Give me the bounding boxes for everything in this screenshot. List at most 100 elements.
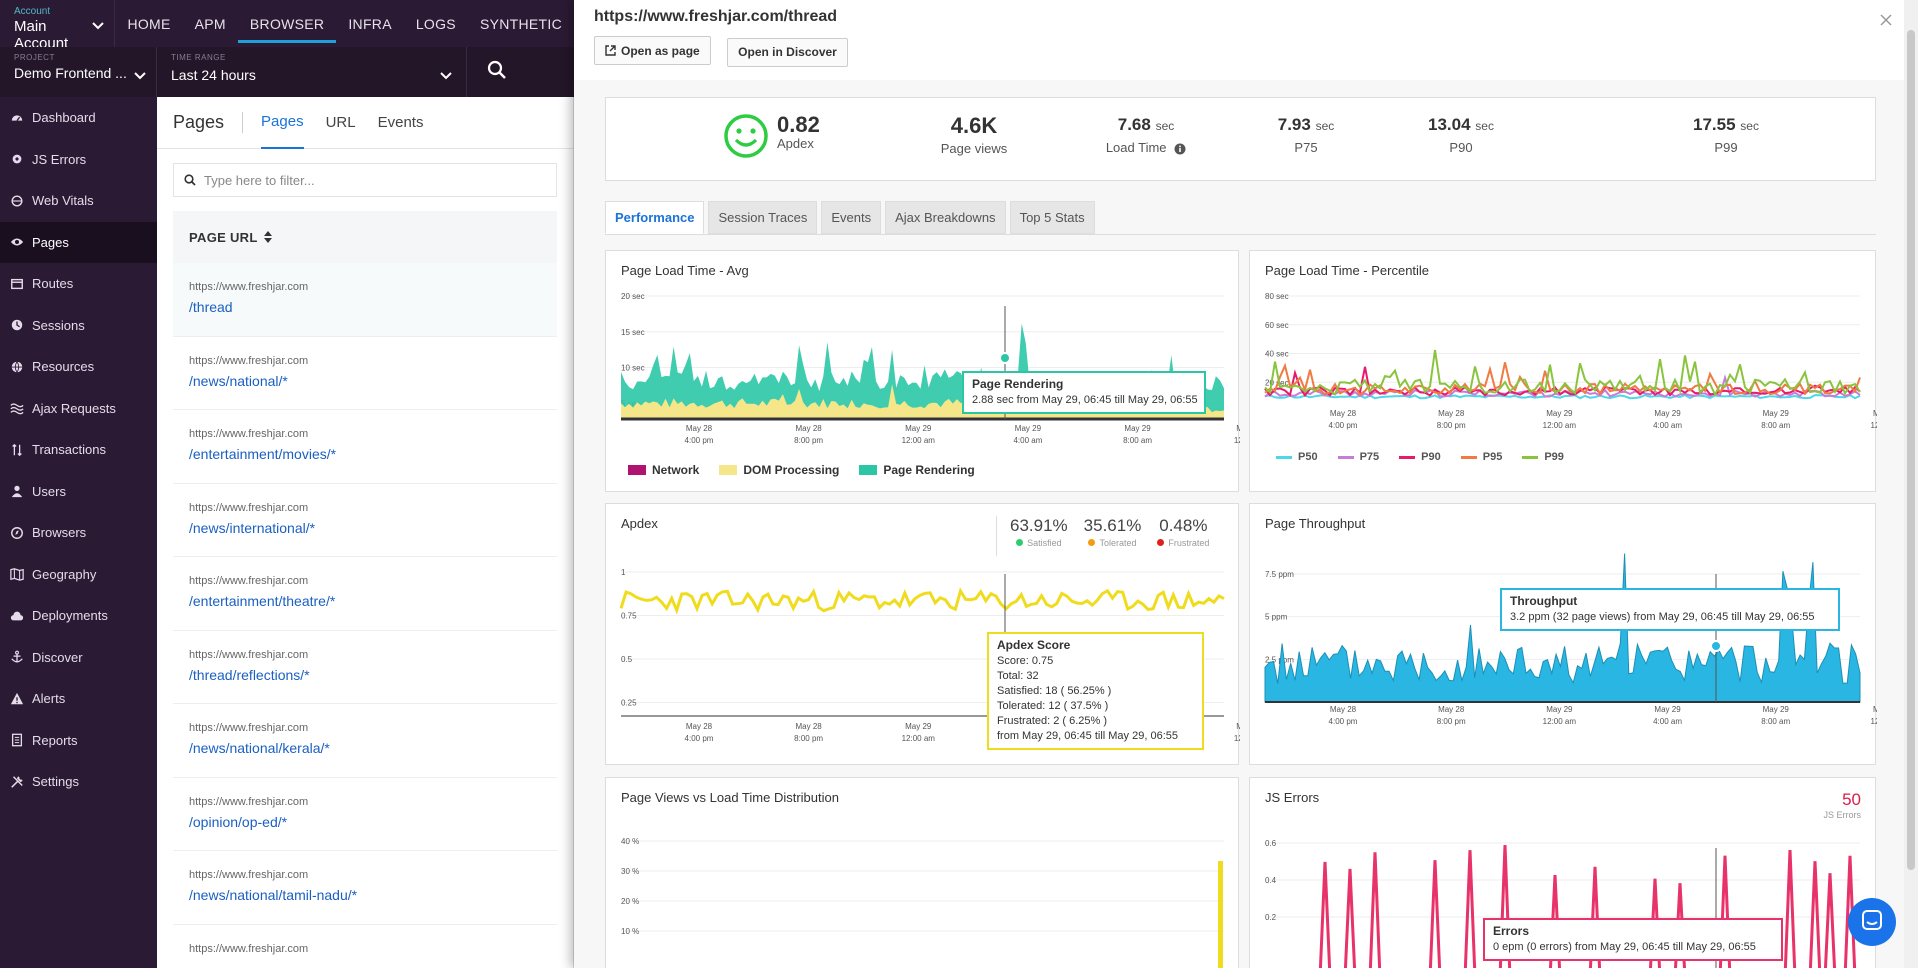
open-in-discover-button[interactable]: Open in Discover (727, 37, 848, 67)
sidebar-item-resources[interactable]: Resources (0, 346, 157, 388)
sidebar-item-js-errors[interactable]: JS Errors (0, 139, 157, 181)
table-row[interactable]: https://www.freshjar.com/news/national/t… (173, 851, 557, 925)
sidebar-item-pages[interactable]: Pages (0, 221, 157, 263)
close-icon[interactable] (1876, 10, 1896, 30)
legend-item-p95[interactable]: P95 (1460, 451, 1502, 463)
account-selector[interactable]: Account Main Account (0, 0, 116, 52)
table-row[interactable]: https://www.freshjar.com/entertainment/t… (173, 557, 557, 631)
load-time-percentile-plot[interactable]: 80 sec 60 sec 40 sec 20 sec May 28 4:00 pm May… (1250, 251, 1877, 493)
chart-title: Page Load Time - Percentile (1265, 263, 1430, 278)
row-path-link[interactable]: /entertainment/movies/* (189, 446, 337, 462)
chat-button[interactable] (1848, 898, 1896, 946)
row-path-link[interactable]: /news/national/tamil-nadu/* (189, 887, 358, 903)
panel-scrollbar[interactable] (1904, 0, 1918, 968)
table-row[interactable]: https://www.freshjar.com/news/national/k… (173, 704, 557, 778)
sidebar-item-geography[interactable]: Geography (0, 554, 157, 596)
legend-item-rendering[interactable]: Page Rendering (859, 463, 975, 477)
tab-events[interactable]: Events (821, 201, 882, 234)
row-path-link[interactable]: /news/national/kerala/* (189, 740, 330, 756)
legend-item-p75[interactable]: P75 (1337, 451, 1379, 463)
sidebar-item-alerts[interactable]: Alerts (0, 678, 157, 720)
tooltip-line: Score: 0.75 (997, 655, 1054, 667)
project-label: PROJECT (14, 53, 55, 62)
x-tick-label: May 2 (1873, 705, 1877, 714)
sidebar-item-web-vitals[interactable]: Web Vitals (0, 180, 157, 222)
legend-swatch (628, 465, 646, 475)
sidebar-item-users[interactable]: Users (0, 471, 157, 513)
tab-ajax-breakdowns[interactable]: Ajax Breakdowns (885, 201, 1006, 234)
row-path-link[interactable]: /news/national/* (189, 372, 288, 389)
x-tick-label: May 29 (1654, 705, 1681, 714)
sidebar-item-label: Discover (32, 649, 83, 665)
sidebar-item-dashboard[interactable]: Dashboard (0, 97, 157, 139)
tab-session-traces[interactable]: Session Traces (708, 201, 818, 234)
search-button[interactable] (467, 47, 527, 97)
x-tick-label: May 29 (905, 722, 932, 731)
table-row[interactable]: https://www.freshjar.com/news/internatio… (173, 483, 557, 557)
row-path-link[interactable]: /entertainment/theatre/* (189, 593, 336, 609)
page-url-column-header[interactable]: PAGE URL (173, 211, 557, 263)
x-tick-label: 12:00 am (902, 734, 936, 743)
external-link-icon (605, 45, 616, 56)
throughput-plot[interactable]: 7.5 ppm 5 ppm 2.5 ppm May 28 4:00 pm May 28 8:… (1250, 504, 1877, 766)
table-row[interactable]: https://www.freshjar.com (173, 924, 557, 968)
nav-synthetic[interactable]: SYNTHETIC (479, 15, 562, 32)
sidebar-item-deployments[interactable]: Deployments (0, 595, 157, 637)
row-path-link[interactable]: /opinion/op-ed/* (189, 813, 288, 830)
tab-pages[interactable]: Pages (261, 97, 304, 149)
sidebar-item-ajax-requests[interactable]: Ajax Requests (0, 388, 157, 430)
sidebar-item-reports[interactable]: Reports (0, 720, 157, 762)
legend-item-dom[interactable]: DOM Processing (719, 463, 839, 477)
x-tick-label: May 28 (1330, 705, 1357, 714)
nav-infra[interactable]: INFRA (348, 15, 392, 32)
tab-events[interactable]: Events (377, 114, 424, 131)
sidebar-item-sessions[interactable]: Sessions (0, 305, 157, 347)
legend-item-p90[interactable]: P90 (1399, 451, 1441, 463)
ajax-icon (10, 401, 24, 415)
time-range-selector[interactable]: TIME RANGE Last 24 hours (157, 47, 467, 97)
scrollbar-thumb[interactable] (1907, 30, 1915, 870)
tab-top-5-stats[interactable]: Top 5 Stats (1009, 201, 1095, 234)
sidebar-item-routes[interactable]: Routes (0, 263, 157, 305)
sidebar-item-label: Ajax Requests (32, 400, 116, 416)
legend-item-network[interactable]: Network (628, 463, 699, 477)
table-row[interactable]: https://www.freshjar.com/opinion/op-ed/* (173, 777, 557, 851)
sidebar-item-discover[interactable]: Discover (0, 637, 157, 679)
x-tick-label: 8:00 am (1761, 717, 1790, 726)
sidebar-item-browsers[interactable]: Browsers (0, 512, 157, 554)
apdex-summary-label: Tolerated (1099, 538, 1137, 548)
series-line-p90 (1264, 366, 1861, 398)
tab-performance[interactable]: Performance (605, 201, 705, 234)
chart-title: Page Throughput (1265, 516, 1366, 531)
stat-p99-value: 17.55 (1693, 115, 1736, 134)
info-icon[interactable] (1174, 143, 1186, 155)
project-selector[interactable]: PROJECT Demo Frontend ... (0, 47, 157, 97)
globe-icon (10, 360, 24, 374)
table-row[interactable]: https://www.freshjar.com/thread (173, 263, 557, 337)
tab-url[interactable]: URL (325, 114, 356, 131)
nav-logs[interactable]: LOGS (415, 15, 456, 32)
legend-item-p99[interactable]: P99 (1522, 451, 1564, 463)
sidebar-item-settings[interactable]: Settings (0, 761, 157, 803)
legend-swatch (719, 465, 738, 475)
table-row[interactable]: https://www.freshjar.com/entertainment/m… (173, 410, 557, 484)
nav-home[interactable]: HOME (127, 15, 171, 32)
row-path-link[interactable]: /thread (189, 299, 233, 315)
row-path-link[interactable]: /news/international/* (189, 519, 316, 536)
sidebar-item-transactions[interactable]: Transactions (0, 429, 157, 471)
nav-browser[interactable]: BROWSER (237, 0, 337, 47)
row-path-link[interactable]: /thread/reflections/* (189, 666, 310, 683)
tooltip-text: 0 epm (0 errors) from May 29, 06:45 till… (1493, 941, 1756, 953)
y-tick-label: 40 sec (1265, 350, 1289, 359)
distribution-plot[interactable]: 40 % 30 % 20 % 10 % (606, 778, 1240, 968)
table-row[interactable]: https://www.freshjar.com/news/national/* (173, 336, 557, 410)
open-as-page-button[interactable]: Open as page (594, 36, 711, 65)
filter-input[interactable]: Type here to filter... (173, 163, 557, 197)
stat-p90-value: 13.04 (1428, 115, 1471, 134)
stat-load-time-value: 7.68 (1117, 115, 1151, 134)
js-errors-plot[interactable]: 0.6 0.4 0.2 (1250, 778, 1877, 968)
divider (996, 516, 997, 556)
table-row[interactable]: https://www.freshjar.com/thread/reflecti… (173, 630, 557, 704)
legend-item-p50[interactable]: P50 (1276, 451, 1318, 463)
nav-apm[interactable]: APM (194, 15, 226, 32)
